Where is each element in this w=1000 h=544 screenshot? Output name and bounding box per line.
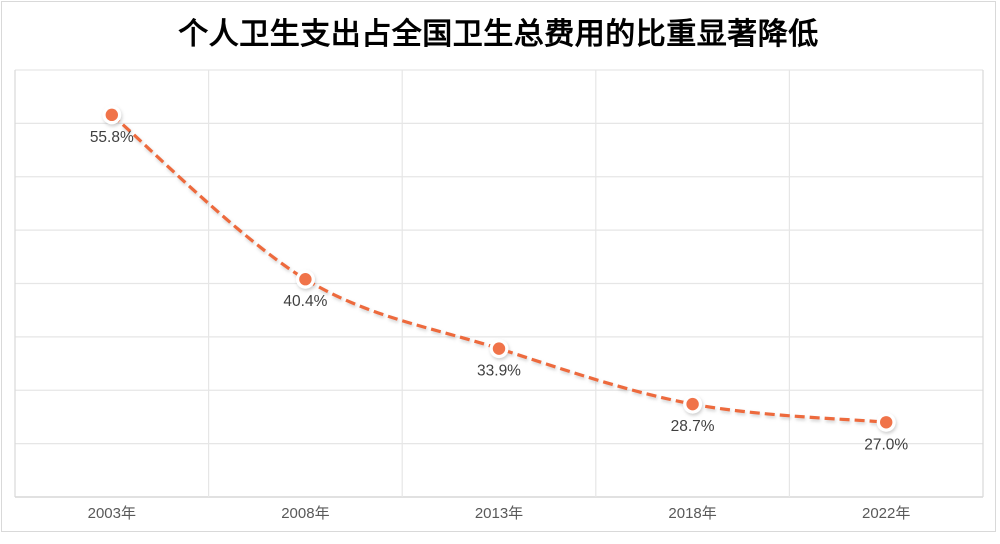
- data-label: 33.9%: [477, 363, 521, 380]
- x-axis-tick-label: 2018年: [668, 505, 716, 522]
- chart-title: 个人卫生支出占全国卫生总费用的比重显著降低: [178, 18, 819, 51]
- chart-card: 55.8% 2003年 40.4% 2008年 33.9% 2013年 28.7% 2018年…: [1, 1, 996, 532]
- data-point-marker: [686, 397, 699, 411]
- data-label: 27.0%: [864, 436, 908, 453]
- data-point-marker: [105, 108, 119, 122]
- data-point-marker: [299, 273, 312, 286]
- x-axis-tick-label: 2008年: [281, 505, 329, 522]
- line-chart: 55.8% 2003年 40.4% 2008年 33.9% 2013年 28.7% 2018年…: [14, 69, 984, 522]
- series-line: [110, 113, 887, 424]
- x-axis-tick-label: 2022年: [862, 505, 910, 522]
- x-axis-tick-label: 2013年: [475, 505, 523, 522]
- series-group: [102, 105, 896, 432]
- data-label: 40.4%: [283, 293, 327, 310]
- data-label: 55.8%: [90, 129, 134, 146]
- x-axis-tick-label: 2003年: [88, 505, 136, 522]
- data-point-marker: [492, 342, 506, 355]
- data-label: 28.7%: [671, 418, 715, 435]
- data-point-marker: [880, 416, 893, 429]
